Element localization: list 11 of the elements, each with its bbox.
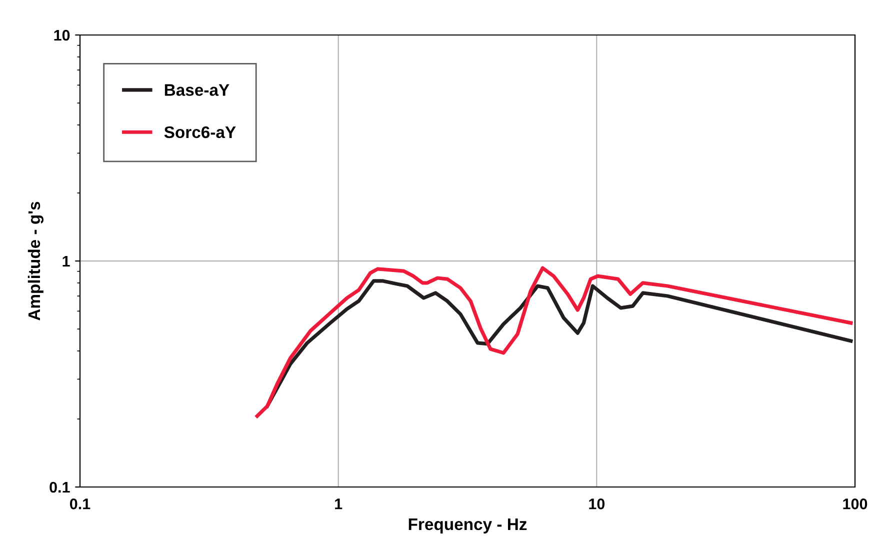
y-tick-label: 1 [62,256,70,267]
x-tick-label: 100 [843,498,868,510]
x-tick-label: 0.1 [70,498,90,510]
y-tick-label: 10 [54,30,70,41]
x-tick-label: 10 [589,498,605,510]
legend-label: Base-aY [164,84,230,96]
x-axis-title: Frequency - Hz [408,518,527,534]
y-axis-title: Amplitude - g's [28,202,44,320]
x-tick-label: 1 [335,498,342,510]
y-tick-label: 0.1 [50,482,70,493]
legend-label: Sorc6-aY [164,126,236,138]
